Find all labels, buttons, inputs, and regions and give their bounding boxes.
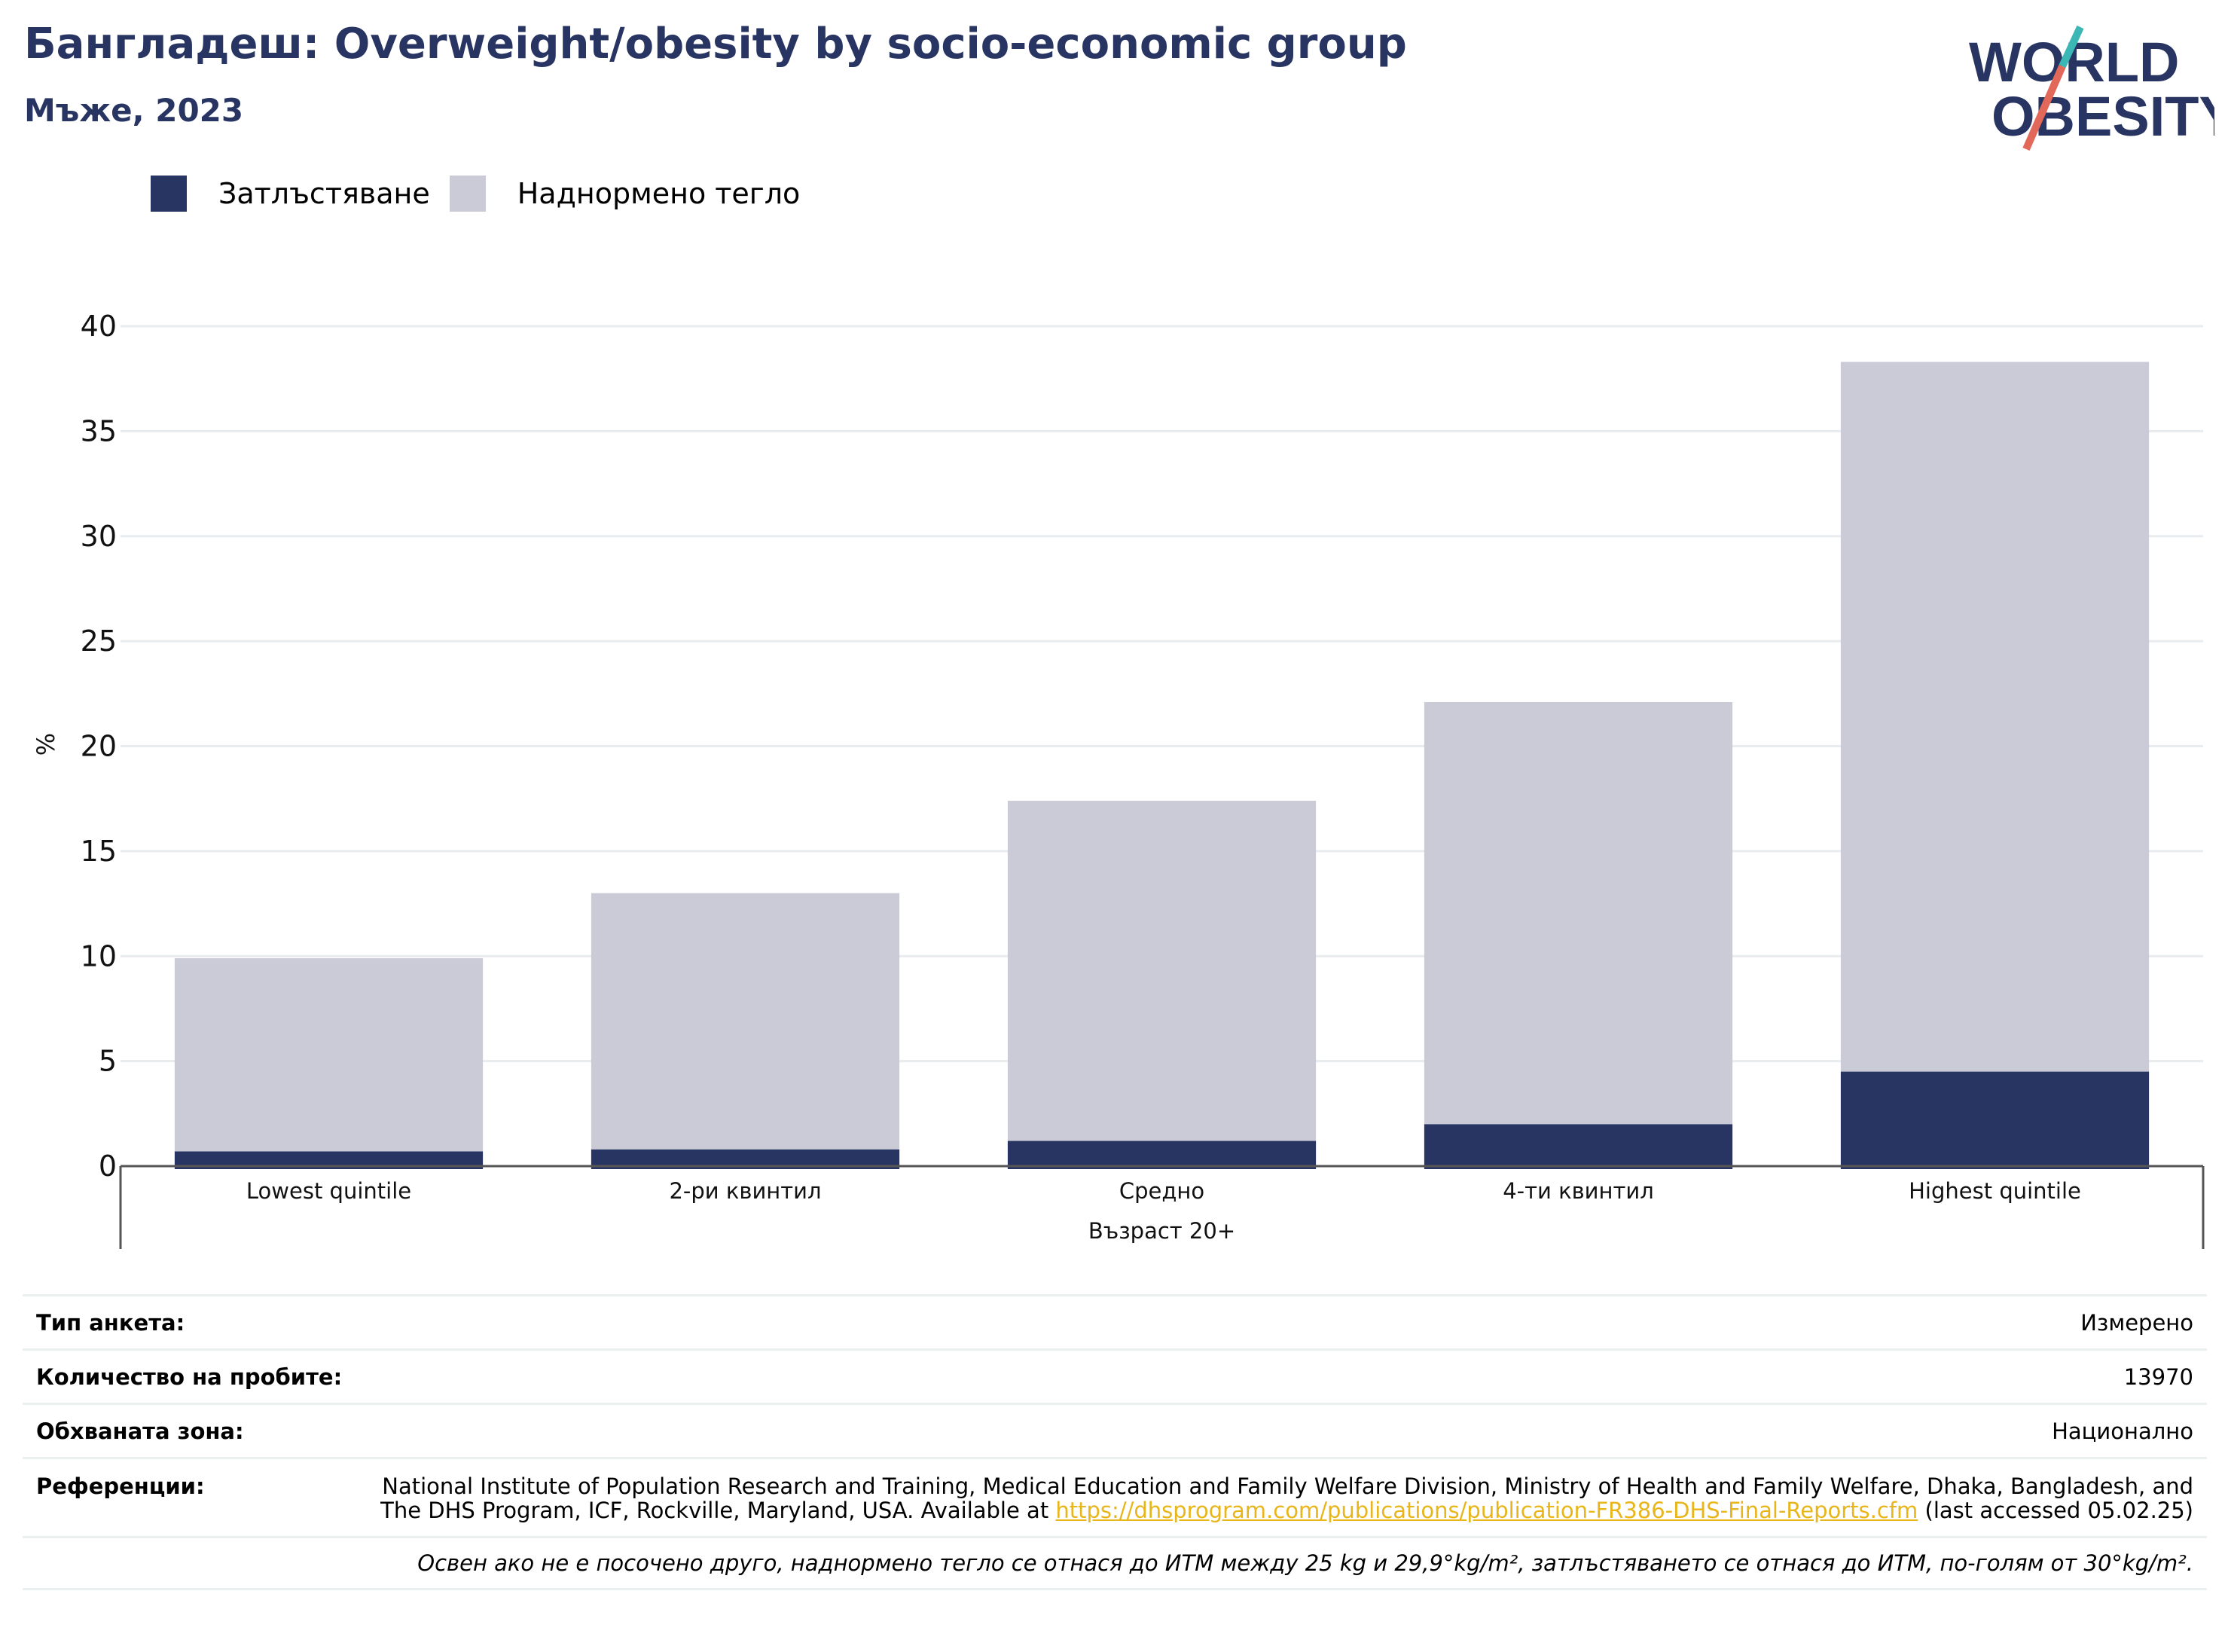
bar-segment-overweight <box>591 893 900 1150</box>
references-value: National Institute of Population Researc… <box>371 1474 2193 1522</box>
info-row-area: Обхваната зона: Национално <box>23 1403 2207 1457</box>
stacked-bar-chart: 0 5 10 15 20 25 30 35 40% Lowest quintile 2-ри кви… <box>32 310 2205 1249</box>
sample-size-value: 13970 <box>2123 1363 2193 1390</box>
info-table: Тип анкета: Измерено Количество на проби… <box>23 1294 2207 1590</box>
legend-label-obesity: Затлъстяване <box>218 177 430 210</box>
survey-type-label: Тип анкета: <box>36 1309 185 1336</box>
y-tick-label: 25 <box>81 624 117 658</box>
world-obesity-logo: WORLD OBESITY <box>1969 25 2214 151</box>
x-tick-label: Lowest quintile <box>246 1178 411 1204</box>
legend-swatch-obesity <box>151 176 187 212</box>
bar-segment-overweight <box>1424 701 1733 1125</box>
info-row-survey-type: Тип анкета: Измерено <box>23 1294 2207 1348</box>
y-tick-label: 15 <box>81 835 117 868</box>
y-tick-label: 40 <box>81 310 117 343</box>
bar-segment-overweight <box>1840 362 2150 1072</box>
legend-item-overweight: Наднормено тегло <box>449 176 801 212</box>
chart-title: Бангладеш: Overweight/obesity by socio-e… <box>24 20 1407 69</box>
info-row-note: Освен ако не е посочено друго, наднормен… <box>23 1536 2207 1590</box>
sample-size-label: Количество на пробите: <box>36 1363 343 1390</box>
logo-word-obesity: OBESITY <box>1991 85 2214 148</box>
info-row-references: Референции: National Institute of Popula… <box>23 1457 2207 1536</box>
legend-swatch-overweight <box>449 176 486 212</box>
info-row-sample-size: Количество на пробите: 13970 <box>23 1348 2207 1403</box>
y-tick-label: 35 <box>81 414 117 447</box>
area-label: Обхваната зона: <box>36 1418 244 1444</box>
y-tick-label: 10 <box>81 939 117 973</box>
bar-segment-obesity <box>1424 1124 1733 1169</box>
references-suffix: (last accessed 05.02.25) <box>1918 1498 2194 1523</box>
survey-type-value: Измерено <box>2080 1309 2193 1336</box>
legend-label-overweight: Наднормено тегло <box>517 177 801 210</box>
legend: Затлъстяване Наднормено тегло <box>151 175 819 212</box>
bar-segment-overweight <box>174 958 484 1152</box>
references-label: Референции: <box>36 1473 205 1499</box>
x-tick-label: 2-ри квинтил <box>669 1178 821 1204</box>
y-axis-label: % <box>32 733 60 756</box>
references-text: National Institute of Population Researc… <box>380 1473 2193 1523</box>
x-tick-label: 4-ти квинтил <box>1503 1178 1654 1204</box>
y-tick-label: 30 <box>81 520 117 553</box>
bmi-definition-note: Освен ако не е посочено друго, наднормен… <box>417 1550 2193 1576</box>
references-link[interactable]: https://dhsprogram.com/publications/publ… <box>1055 1498 1918 1523</box>
area-value: Национално <box>2052 1418 2193 1444</box>
chart-subtitle: Мъже, 2023 <box>24 92 244 129</box>
bar-segment-obesity <box>1007 1141 1317 1169</box>
bar-segment-overweight <box>1007 800 1317 1141</box>
legend-item-obesity: Затлъстяване <box>151 176 430 212</box>
y-tick-label: 20 <box>81 730 117 763</box>
x-tick-label: Highest quintile <box>1909 1178 2081 1204</box>
y-tick-label: 0 <box>99 1150 117 1183</box>
y-tick-label: 5 <box>99 1045 117 1078</box>
x-tick-label: Средно <box>1119 1178 1204 1204</box>
bar-segment-obesity <box>1840 1071 2150 1169</box>
logo-slash-teal <box>2059 25 2084 69</box>
logo-slash-coral <box>2022 65 2066 151</box>
x-group-label: Възраст 20+ <box>1088 1218 1235 1244</box>
bar-segment-obesity <box>174 1151 484 1169</box>
